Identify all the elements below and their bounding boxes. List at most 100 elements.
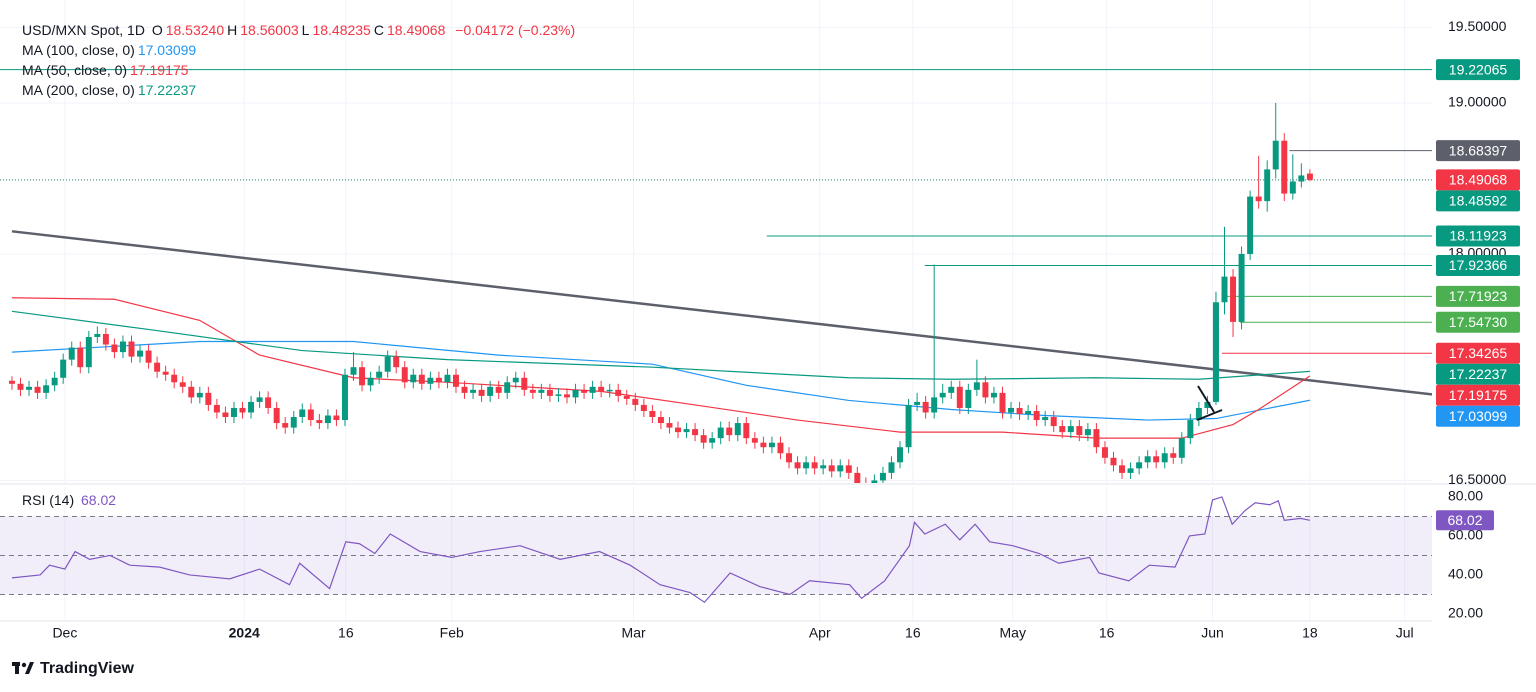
x-tick-label: 16 [905,625,921,641]
candle-body [43,385,50,393]
candle-body [914,401,921,405]
candle-body [640,404,647,411]
candle-body [188,386,195,398]
ma-value: 17.19175 [130,62,189,78]
ma-value: 17.22237 [137,82,197,98]
candle-body [350,367,357,375]
candle-body [845,465,852,473]
price-pane [0,0,1432,483]
candle-body [1093,429,1100,448]
ohlc-value: 18.49068 [386,22,446,38]
price-tag [1436,225,1520,247]
candle-body [649,410,656,418]
brand-name: TradingView [40,660,134,677]
price-tag [1436,342,1520,364]
candle-body [393,356,400,368]
candle-body [555,394,562,396]
ma-value: 17.03099 [137,42,197,58]
candle-body [1016,407,1023,414]
candle-body [999,392,1006,413]
price-tag-label: 17.92366 [1449,257,1508,273]
candle-body [1187,420,1194,439]
candle-body [777,442,784,454]
candle-body [888,462,895,473]
candle-body [222,412,229,418]
candle-body [205,392,212,405]
candle-body [196,392,203,398]
ohlc-key: C [373,22,384,38]
price-tag-label: 17.19175 [1449,387,1508,403]
candle-body [990,392,997,398]
candle-body [666,423,673,428]
candle-body [273,407,280,424]
ma-legend-item: MA (50, close, 0) 17.19175 [22,62,191,78]
candle-body [871,480,878,483]
candle-body [948,386,955,393]
candle-body [137,350,144,357]
rsi-value: 68.02 [81,492,117,508]
candle-body [786,453,792,463]
candle-body [145,350,152,363]
candle-body [956,386,963,408]
candle-body [743,423,750,439]
price-tag-label: 17.03099 [1449,408,1508,424]
candle-body [179,382,186,387]
candle-body [734,423,741,436]
ohlc-value: 18.56003 [240,22,299,38]
candle-body [973,382,980,390]
candle-body [1289,181,1296,194]
candle-body [85,336,92,368]
candle-body [1119,465,1126,473]
candle-body [854,472,861,483]
candle-body [837,465,844,472]
moving-average [11,340,1311,421]
price-tag [1436,254,1520,276]
price-tag [1436,285,1520,307]
price-tag-label: 18.49068 [1449,172,1508,188]
candle-body [939,392,946,398]
candle-body [94,333,101,337]
x-tick-label: 16 [1099,625,1115,641]
candle-body [598,386,605,392]
candle-body [495,386,502,393]
x-tick-label: Jul [1396,625,1414,641]
candle-body [1144,456,1151,463]
candle-body [290,417,297,428]
candle-body [282,423,289,428]
candle-body [504,382,511,393]
candle-body [324,415,331,424]
candle-body [230,407,237,418]
candle-body [1247,196,1254,254]
candle-body [1161,453,1168,463]
candle-body [34,386,41,393]
candle-body [111,344,118,353]
x-tick-label: Mar [622,625,646,641]
candle-body [615,389,622,396]
symbol-legend: USD/MXN Spot, 1D O 18.53240 H 18.56003 L 18.4… [22,22,578,38]
rsi-tick-label: 60.00 [1448,527,1483,543]
candle-body [623,395,630,399]
ohlc-value: 18.48235 [312,22,371,38]
candle-body [982,382,989,398]
price-tag [1436,140,1520,162]
candle-body [452,374,459,387]
candle-body [410,374,417,383]
rsi-line [11,496,1311,604]
candle-body [1281,140,1288,194]
candle-body [470,389,477,393]
candle-body [529,389,536,393]
candle-body [632,398,639,405]
x-tick-label: 16 [338,625,354,641]
candle-body [316,420,323,424]
candle-body [794,462,801,469]
candle-body [1101,447,1108,458]
x-tick-label: Apr [809,625,831,641]
price-tag-label: 17.54730 [1449,314,1508,330]
price-tag-label: 17.22237 [1449,366,1508,382]
ohlc: O 18.53240 H 18.56003 L 18.48235 C 18.49068 [152,22,449,38]
rsi-pane [0,487,1432,620]
candle-body [657,417,664,424]
candle-body [256,397,263,402]
candle-body [538,389,545,393]
